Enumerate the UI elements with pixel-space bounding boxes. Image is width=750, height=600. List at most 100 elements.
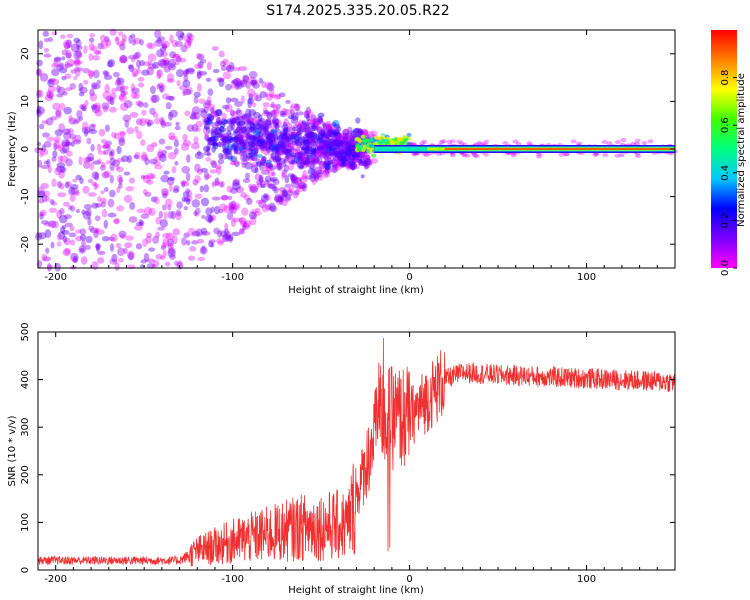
spectrogram-cell <box>236 124 243 132</box>
spectrogram-cell <box>403 138 408 143</box>
spectrogram-cell <box>271 146 280 154</box>
spectrogram-cell <box>294 147 301 152</box>
spectrogram-cell <box>83 79 89 85</box>
spectrogram-cell <box>104 35 110 43</box>
spectrogram-cell <box>337 154 342 161</box>
spectrogram-cell <box>111 131 117 139</box>
spectrogram-cell <box>130 33 136 39</box>
spectrogram-cell <box>42 30 49 37</box>
spectrogram-cell <box>563 152 570 157</box>
spectrogram-cell <box>146 173 155 180</box>
spectrogram-y-tick-label: 0 <box>20 146 31 152</box>
spectrogram-cell <box>119 54 128 63</box>
spectrogram-cell <box>56 93 64 98</box>
spectrogram-cell <box>360 128 369 137</box>
spectrogram-cell <box>353 164 360 170</box>
spectrogram-cell <box>318 143 324 152</box>
spectrogram-cell <box>193 136 199 145</box>
spectrogram-cell <box>67 205 73 211</box>
spectrogram-cell <box>311 177 317 186</box>
spectrogram-cell <box>323 168 333 174</box>
spectrogram-cell <box>348 161 358 171</box>
spectrogram-cell <box>41 120 49 125</box>
snr-x-axis-label: Height of straight line (km) <box>288 585 424 596</box>
spectrogram-cell <box>255 119 263 124</box>
spectrogram-cell <box>97 196 102 203</box>
spectrogram-cell <box>284 136 292 142</box>
spectrogram-cell <box>74 59 81 65</box>
spectrogram-cell <box>270 109 277 119</box>
spectrogram-cell <box>241 224 247 231</box>
spectrogram-cell <box>110 149 115 157</box>
spectrogram-cell <box>331 162 338 168</box>
spectrogram-cell <box>323 160 332 166</box>
spectrogram-cell <box>231 182 241 191</box>
spectrogram-cell <box>222 146 229 155</box>
spectrogram-cell <box>306 154 313 159</box>
spectrogram-cell <box>228 137 234 144</box>
spectrogram-cell <box>259 162 265 171</box>
spectrogram-cell <box>75 117 81 124</box>
spectrogram-cell <box>338 149 345 155</box>
spectrogram-cell <box>280 139 286 146</box>
spectrogram-cell <box>88 129 98 135</box>
spectrogram-cell <box>161 57 170 66</box>
spectrogram-cell <box>235 109 243 116</box>
spectrogram-cell <box>250 122 256 131</box>
spectrogram-cell <box>309 145 317 153</box>
spectrogram-cell <box>167 73 174 82</box>
spectrogram-cell <box>58 231 66 240</box>
spectrogram-cell <box>83 128 89 137</box>
spectrogram-cell <box>512 139 519 144</box>
colorbar-tick-label: 0.4 <box>720 165 731 181</box>
spectrogram-cell <box>332 153 340 162</box>
spectrogram-cell <box>335 151 343 158</box>
spectrogram-cell <box>123 247 128 255</box>
spectrogram-cell <box>274 149 280 157</box>
spectrogram-cell <box>199 107 206 113</box>
spectrogram-cell <box>211 182 217 188</box>
spectrogram-cell <box>325 134 330 140</box>
spectrogram-cell <box>228 62 235 70</box>
spectrogram-cell <box>252 135 257 142</box>
spectrogram-cell <box>324 148 332 154</box>
spectrogram-cell <box>235 81 244 90</box>
spectrogram-cell <box>266 181 272 187</box>
spectrogram-cell <box>256 153 263 159</box>
spectrogram-cell <box>260 156 266 165</box>
spectrogram-cell <box>206 113 212 121</box>
spectrogram-cell <box>214 205 221 215</box>
spectrogram-cell <box>157 148 163 158</box>
spectrogram-cell <box>201 231 211 236</box>
spectrogram-cell <box>197 256 206 262</box>
spectrogram-cell <box>634 138 641 143</box>
spectrogram-cell <box>355 152 360 161</box>
spectrogram-cell <box>78 245 87 254</box>
spectrogram-cell <box>348 142 357 151</box>
spectrogram-cell <box>210 140 216 146</box>
snr-y-tick-label: 300 <box>20 418 31 437</box>
spectrogram-cell <box>290 103 298 109</box>
spectrogram-cell <box>81 209 86 215</box>
spectrogram-cell <box>310 125 319 132</box>
spectrogram-cell <box>209 159 217 166</box>
spectrogram-cell <box>341 161 347 168</box>
spectrogram-cell <box>280 147 290 156</box>
spectrogram-cell <box>247 88 256 98</box>
spectrogram-cell <box>45 247 50 254</box>
spectrogram-cell <box>222 148 231 156</box>
spectrogram-cell <box>132 72 138 78</box>
spectrogram-cell <box>109 258 118 265</box>
spectrogram-cell <box>371 153 377 158</box>
spectrogram-cell <box>277 162 283 170</box>
spectrogram-cell <box>206 152 212 157</box>
spectrogram-cell <box>261 132 267 138</box>
spectrogram-cell <box>287 115 295 120</box>
spectrogram-cell <box>333 151 343 158</box>
spectrogram-cell <box>182 79 191 88</box>
spectrogram-cell <box>456 139 463 144</box>
spectrogram-cell <box>311 150 320 156</box>
spectrogram-cell <box>199 246 208 255</box>
spectrogram-cell <box>258 114 263 122</box>
spectrogram-cell <box>235 186 244 193</box>
